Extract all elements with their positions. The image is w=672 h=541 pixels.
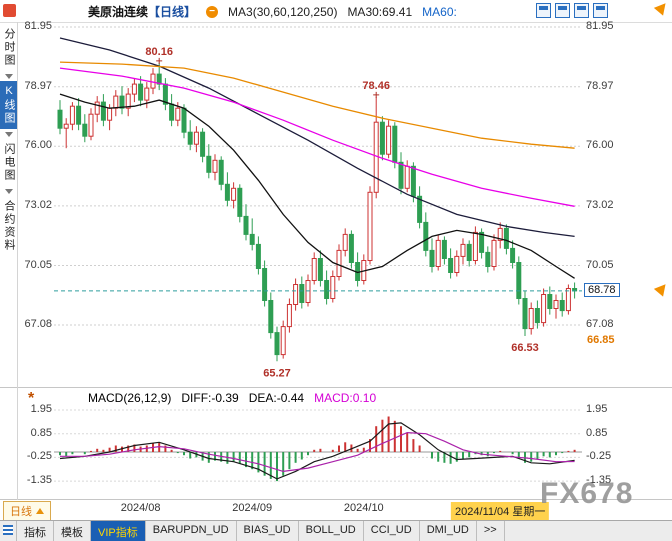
macd-dea-value: DEA:-0.44 [248,391,305,405]
toolbar-tab-2[interactable]: VIP指标 [91,521,146,541]
svg-text:65.27: 65.27 [263,367,291,379]
period-selector[interactable]: 日线 [3,501,51,521]
ma-line-MA250 [59,61,575,149]
axis-divider [0,499,672,500]
window-layout-icon-2[interactable] [555,3,570,18]
toolbar-tab-4[interactable]: BIAS_UD [237,521,299,541]
bottom-toolbar: 指标 模板 VIP指标 BARUPDN_UD BIAS_UD BOLL_UD CCI_UD D… [0,520,672,541]
instrument-title: 美原油连续【日线】 [88,3,196,20]
macd-dea-line [60,431,575,473]
svg-text:66.53: 66.53 [511,342,539,354]
svg-text:78.46: 78.46 [362,80,390,92]
sidebar-item-2[interactable]: 闪电图 [3,143,15,182]
ma-line-MA30 [59,93,575,279]
sidebar-separator-icon [4,189,13,194]
candles-layer [57,62,578,362]
instrument-period: 【日线】 [148,5,197,19]
period-label: 日线 [10,506,32,518]
macd-diff-value: DIFF:-0.39 [181,391,239,405]
sidebar-item-1[interactable]: K线图 [0,81,17,129]
svg-text:80.16: 80.16 [145,46,173,58]
toolbar-tab-0[interactable]: 指标 [17,521,54,541]
window-controls [536,3,608,18]
instrument-name: 美原油连续 [88,5,149,19]
watermark: FX678 [540,477,634,510]
sidebar-separator-icon [4,74,13,79]
macd-macd-value: MACD:0.10 [314,391,377,405]
toolbar-tab-7[interactable]: DMI_UD [420,521,477,541]
toolbar-tab-5[interactable]: BOLL_UD [299,521,364,541]
toolbar-tab-6[interactable]: CCI_UD [364,521,420,541]
ma60-value: MA60: [422,4,457,19]
triangle-up-icon [36,508,44,514]
sidebar-divider [17,22,18,500]
window-layout-icon-3[interactable] [574,3,589,18]
indicator-menu-icon[interactable] [0,521,17,541]
window-layout-icon-1[interactable] [536,3,551,18]
macd-histogram [59,416,576,482]
collapse-indicator-icon[interactable]: − [206,5,219,18]
ma-group-label: MA3(30,60,120,250) [228,4,338,19]
toolbar-tabs: 指标 模板 VIP指标 BARUPDN_UD BIAS_UD BOLL_UD CCI_UD D… [17,521,505,541]
macd-header: MACD(26,12,9) DIFF:-0.39 DEA:-0.44 MACD:… [88,391,376,405]
app-icon [3,4,16,17]
macd-title: MACD(26,12,9) [88,391,172,405]
indicator-settings-icon[interactable]: * [28,390,35,407]
ma-line-MA60 [59,37,575,238]
price-annotations: 80.16 78.46 65.27 66.53 [145,46,538,379]
window-layout-icon-4[interactable] [593,3,608,18]
header-divider [0,22,672,23]
toolbar-tab-3[interactable]: BARUPDN_UD [146,521,237,541]
toolbar-tab-8[interactable]: >> [477,521,505,541]
sidebar-separator-icon [4,132,13,137]
header: 美原油连续【日线】 − MA3(30,60,120,250) MA30:69.4… [0,0,672,22]
toolbar-tab-1[interactable]: 模板 [54,521,91,541]
sidebar-item-0[interactable]: 分时图 [3,28,15,67]
panel-divider [0,387,672,388]
ma-line-MA120 [59,67,575,207]
sidebar: 分时图 K线图闪电图合约资料 [0,24,17,259]
sidebar-item-3[interactable]: 合约资料 [3,200,15,252]
ma30-value: MA30:69.41 [347,4,413,19]
macd-diff-line [59,422,575,480]
